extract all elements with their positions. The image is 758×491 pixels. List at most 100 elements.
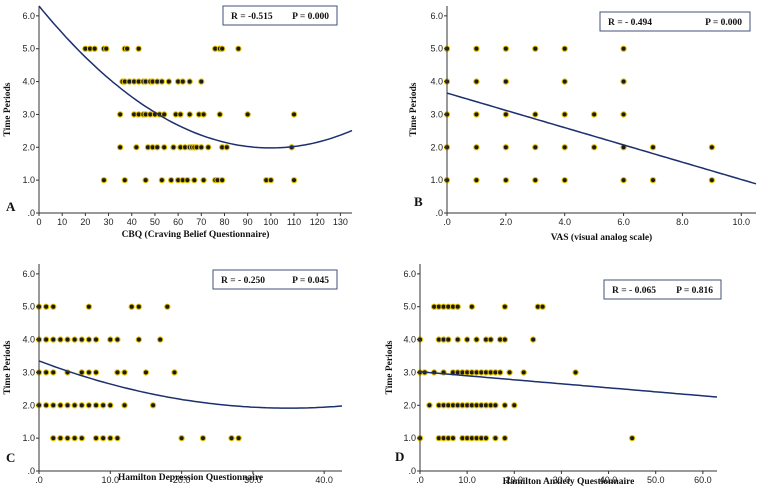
panel-a-data-point [135, 45, 142, 52]
panel-a-x-tick-label: 50 [150, 217, 160, 227]
panel-a-data-point [191, 176, 198, 184]
panel-b-data-point [502, 144, 510, 151]
panel-c-data-point [85, 303, 93, 310]
panel-c-data-point [85, 336, 93, 343]
panel-b-data-point [620, 78, 627, 85]
panel-a-data-point [186, 111, 193, 118]
panel-a-data-point [154, 144, 161, 151]
panel-c-data-point [57, 336, 64, 343]
panel-a-data-point [200, 176, 207, 184]
panel-d-stats-box [603, 279, 722, 300]
panel-a-data-point [198, 144, 205, 151]
panel-c-data-point [57, 434, 64, 442]
panel-b-x-label: VAS (visual analog scale) [551, 232, 652, 243]
panel-c-data-point [78, 402, 85, 409]
panel-a-x-tick-label: 100 [263, 217, 278, 227]
panel-d-data-point [520, 369, 527, 376]
panel-a-data-point [116, 111, 124, 118]
panel-c-data-point [42, 402, 50, 409]
panel-c-data-point [42, 303, 50, 310]
panel-a-y-tick-label: .0 [27, 208, 35, 218]
panel-d-letter: D [395, 449, 404, 464]
panel-d-y-tick-label: 5.0 [403, 302, 416, 312]
panel-d-data-point [482, 434, 490, 442]
panel-b-y-ticks: .0 1.0 2.0 3.0 4.0 5.0 6.0 [430, 11, 447, 218]
panel-d-data-point [628, 434, 636, 442]
panel-c-data-point [71, 402, 78, 409]
panel-b-data-point [473, 111, 480, 118]
panel-d-x-tick-label: 60.0 [694, 475, 712, 485]
panel-a-y-tick-label: 2.0 [22, 142, 35, 152]
panel-a-x-label: CBQ (Craving Belief Questionnaire) [122, 229, 270, 240]
panel-c-x-tick-label: 10.0 [102, 475, 120, 485]
panel-c-data-point [107, 434, 114, 442]
panel-c-data-point [149, 402, 157, 409]
panel-a-y-tick-label: 4.0 [22, 77, 35, 87]
panel-a-data-point [198, 78, 205, 85]
panel-d-y-tick-label: .0 [408, 466, 416, 476]
panel-b-data-point [561, 111, 568, 118]
panel-a-data-point [200, 111, 207, 118]
panel-c-data-point [50, 402, 57, 409]
panel-d-data-point [529, 336, 537, 343]
panel-d-data-point [468, 303, 476, 310]
panel-a-y-tick-label: 3.0 [22, 109, 35, 119]
panel-c-data-point [85, 369, 93, 376]
panel-a-letter: A [6, 199, 16, 214]
panel-d-data-point [501, 434, 509, 442]
panel-d-data-point [454, 336, 461, 343]
panel-b-data-point [590, 144, 598, 151]
panel-a-x-tick-label: 60 [173, 217, 183, 227]
panel-c-y-tick-label: 1.0 [22, 433, 35, 443]
panel-c-data-point [199, 434, 207, 442]
panel-b-data-point [473, 176, 480, 184]
panel-c-data-point [50, 434, 57, 442]
panel-a-data-point [290, 111, 298, 118]
panel-b-data-point [532, 176, 539, 184]
panel-c-data-point [171, 369, 178, 376]
panel-b-y-tick-label: 2.0 [430, 142, 443, 152]
panel-a-data-point [116, 144, 124, 151]
panel-a-data-point [223, 144, 230, 151]
panel-a-x-tick-label: 20 [80, 217, 90, 227]
panel-b-data-point [561, 45, 568, 52]
panel-c-data-point [64, 402, 71, 409]
panel-b-data-point [649, 176, 657, 184]
panel-d-data-point [501, 402, 509, 409]
panel-a-data-point [170, 144, 177, 151]
panel-c-data-point [57, 402, 64, 409]
panel-d: .0 10.0 20.0 30.0 40.0 50.0 60.0 .0 1.0 2.0 3.0 4.… [385, 264, 722, 487]
panel-b-data-point [502, 78, 510, 85]
panel-c-data-point [71, 434, 78, 442]
panel-c-data-point [178, 434, 185, 442]
panel-a-data-point [100, 176, 108, 184]
panel-a-data-point [158, 176, 166, 184]
panel-b-x-tick-label: 4.0 [558, 217, 571, 227]
panel-c-data-point [114, 369, 121, 376]
panel-b-data-point [473, 144, 480, 151]
panel-a-data-point [161, 111, 168, 118]
panel-d-x-tick-label: 20.0 [506, 475, 524, 485]
panel-c-data-point [107, 402, 114, 409]
panel-c-data-point [78, 369, 85, 376]
panel-c-y-tick-label: 2.0 [22, 400, 35, 410]
panel-b-data-point [649, 144, 657, 151]
panel-d-r-value: R = - 0.065 [612, 286, 656, 296]
panel-c-data-point [135, 336, 142, 343]
panel-d-data-point [506, 369, 513, 376]
panel-c-x-tick-label: 20.0 [173, 475, 191, 485]
panel-a-data-point [142, 176, 149, 184]
panel-d-data-point [501, 303, 509, 310]
panel-c-letter: C [6, 450, 15, 465]
panel-c-data-point [78, 336, 85, 343]
panel-a-data-point [216, 111, 223, 118]
panel-c-data-point [157, 336, 164, 343]
panel-d-data-point [426, 402, 433, 409]
panel-a-y-tick-label: 6.0 [22, 11, 35, 21]
panel-b-data-point [532, 111, 539, 118]
panel-b-data-point [532, 144, 539, 151]
panel-c-data-point [42, 336, 50, 343]
panel-a-data-point [290, 176, 298, 184]
panel-d-data-point [487, 336, 494, 343]
panel-c-data-point [50, 336, 57, 343]
